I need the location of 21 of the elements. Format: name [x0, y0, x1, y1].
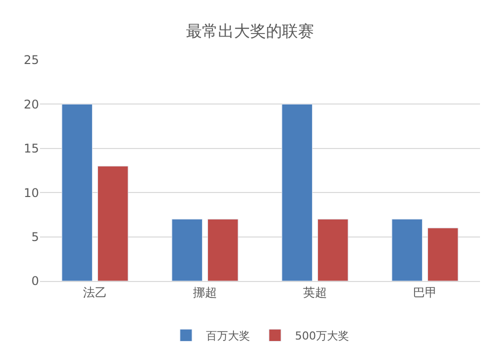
y-tick-label: 25	[24, 53, 39, 68]
bar	[97, 166, 128, 281]
legend-label: 500万大奖	[295, 330, 349, 343]
bar	[172, 218, 203, 281]
chart-title: 最常出大奖的联赛	[186, 22, 314, 41]
x-tick-label: 法乙	[83, 285, 107, 300]
y-tick-label: 5	[31, 230, 39, 244]
y-tick-label: 0	[31, 274, 39, 288]
bar	[62, 104, 93, 281]
bar	[317, 218, 348, 281]
bar	[207, 218, 238, 281]
legend-label: 百万大奖	[206, 330, 250, 343]
bar	[392, 218, 423, 281]
y-tick-label: 15	[24, 142, 39, 156]
x-tick-label: 挪超	[193, 285, 217, 300]
y-tick-label: 10	[24, 186, 39, 200]
y-tick-label: 20	[24, 97, 39, 112]
bar	[427, 228, 458, 281]
x-tick-label: 英超	[303, 285, 327, 300]
x-tick-label: 巴甲	[413, 285, 437, 300]
bar	[282, 104, 313, 281]
